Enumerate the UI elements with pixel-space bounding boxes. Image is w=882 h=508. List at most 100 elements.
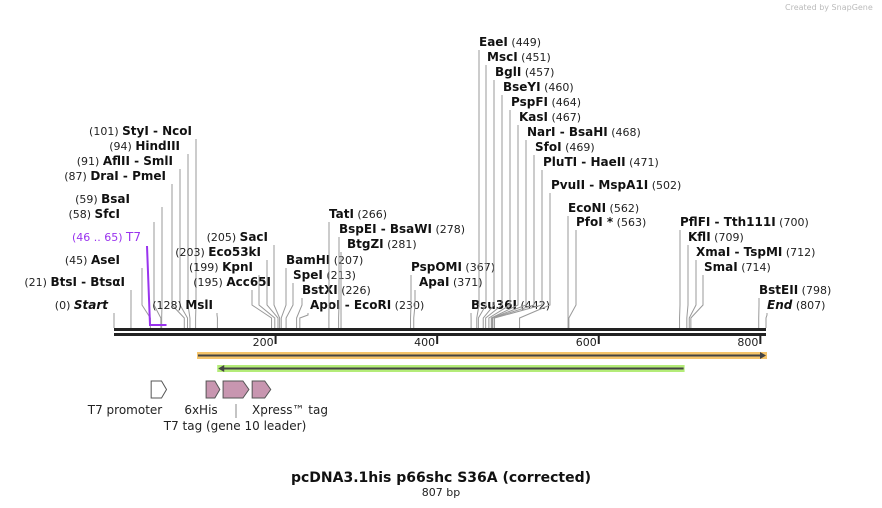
feature-t7[interactable]: T7 promoter [87,380,168,417]
site-label: (205) SacI [207,230,268,244]
site-smai[interactable]: SmaI (714) [690,260,771,328]
site-line [285,283,294,328]
site-xmai-tspmi[interactable]: XmaI - TspMI (712) [688,245,815,328]
axis-tick-label: 400 [414,336,435,349]
site-line [490,125,519,328]
site-label: (203) Eco53kI [175,245,261,259]
site-nari-bsahi[interactable]: NarI - BsaHI (468) [491,125,641,328]
site-drai-pmei[interactable]: (87) DraI - PmeI [64,169,185,328]
feature-t7[interactable]: T7 tag (gene 10 leader) [163,380,307,433]
site-eaei[interactable]: EaeI (449) [476,35,541,328]
site-line [568,230,577,328]
site-label: BglI (457) [495,65,554,79]
feature-arrow [205,380,221,399]
site-kasi[interactable]: KasI (467) [490,110,581,328]
site-start[interactable]: (0) Start [55,298,115,328]
site-bsai[interactable]: (59) BsaI [75,192,163,328]
site-label: BseYI (460) [503,80,574,94]
site-label: (101) StyI - NcoI [89,124,192,138]
snapgene-credit: Created by SnapGene [785,3,873,12]
site-hindiii[interactable]: (94) HindIII [109,139,191,328]
site-bspei-bsawi[interactable]: BspEI - BsaWI (278) [338,222,465,328]
site-apoi-ecori[interactable]: ApoI - EcoRI (230) [299,298,424,328]
site-line [688,260,697,328]
site-msli[interactable]: (128) MslI [152,298,218,328]
site-bseyi[interactable]: BseYI (460) [485,80,574,328]
top-strand [114,328,766,331]
site-kpni[interactable]: (199) KpnI [189,260,276,328]
site-line [179,169,189,328]
site-asei[interactable]: (45) AseI [65,253,151,328]
site-sfoi[interactable]: SfoI (469) [492,140,595,328]
orf-reverse[interactable] [217,365,685,372]
axis-tick-label: 800 [737,336,758,349]
site-label: PspOMI (367) [411,260,495,274]
site-line [491,140,527,328]
feature-6xhis[interactable]: 6xHis [184,380,221,417]
site-label: BstXI (226) [302,283,371,297]
arrow-right-icon [760,352,766,359]
arrow-left-icon [218,365,225,372]
site-label: (87) DraI - PmeI [64,169,166,183]
site-label: BspEI - BsaWI (278) [339,222,465,236]
site-label: (199) KpnI [189,260,253,274]
site-btsi-bts-i[interactable]: (21) BtsI - BtsαI [24,275,132,328]
site-label: PspFI (464) [511,95,581,109]
site-line [485,95,503,328]
site-label: BamHI (207) [286,253,363,267]
site-line [171,184,185,328]
site-label: (59) BsaI [75,192,130,206]
site-kfli[interactable]: KflI (709) [686,230,744,328]
site-styi-ncoi[interactable]: (101) StyI - NcoI [89,124,197,328]
site-pspomi[interactable]: PspOMI (367) [410,260,496,328]
site-btgzi[interactable]: BtgZI (281) [340,237,417,328]
site-label: (128) MslI [152,298,213,312]
site-pfoi-[interactable]: PfoI * (563) [568,215,646,328]
site-end[interactable]: End (807) [765,298,825,328]
site-label: PflFI - Tth111I (700) [680,215,809,229]
site-eco53ki[interactable]: (203) Eco53kI [175,245,279,328]
site-line [488,110,511,328]
site-label: ApoI - EcoRI (230) [310,298,424,312]
site-line [492,155,535,328]
site-pflfi-tth111i[interactable]: PflFI - Tth111I (700) [679,215,809,328]
axis-tick-label: 200 [253,336,274,349]
site-pspfi[interactable]: PspFI (464) [488,95,581,328]
site-line [258,275,276,328]
site-line [482,80,495,328]
site-label: KasI (467) [519,110,581,124]
site-line [413,290,416,328]
site-line [266,260,279,328]
site-saci[interactable]: (205) SacI [207,230,281,328]
feature-arrow [251,380,272,399]
feature-label: Xpress™ tag [252,403,328,417]
site-pluti-haeii[interactable]: PluTI - HaeII (471) [494,155,659,328]
feature-xpress[interactable]: Xpress™ tag [251,380,328,417]
site-msci[interactable]: MscI (451) [477,50,551,328]
site-sfci[interactable]: (58) SfcI [68,207,162,328]
primer-t7[interactable]: (46 .. 65) T7 [72,230,167,326]
site-label: KflI (709) [688,230,744,244]
site-label: EaeI (449) [479,35,541,49]
site-line [153,222,162,328]
site-label: (195) Acc65I [193,275,271,289]
site-line [686,245,689,328]
primer-label: (46 .. 65) T7 [72,230,141,244]
site-line [765,313,768,328]
site-pvuii-mspa1i[interactable]: PvuII - MspA1I (502) [519,178,682,328]
orf-forward[interactable] [197,352,767,359]
site-label: PluTI - HaeII (471) [543,155,659,169]
axis-tick-label: 600 [576,336,597,349]
site-acc65i[interactable]: (195) Acc65I [193,275,273,328]
site-label: EcoNI (562) [568,201,639,215]
site-tati[interactable]: TatI (266) [328,207,387,328]
site-bgli[interactable]: BglI (457) [482,65,554,328]
site-bsteii[interactable]: BstEII (798) [758,283,832,328]
restriction-sites: (0) Start (21) BtsI - BtsαI (45) AseI (58) … [24,35,831,328]
site-label: SmaI (714) [704,260,771,274]
sequence-axis: 200 400 600 800 [114,328,766,349]
site-econi[interactable]: EcoNI (562) [567,201,639,328]
site-apai[interactable]: ApaI (371) [413,275,483,328]
site-aflii-smli[interactable]: (91) AflII - SmlI [77,154,189,328]
features: T7 promoter 6xHis T7 tag (gene 10 leader) X… [87,352,767,433]
